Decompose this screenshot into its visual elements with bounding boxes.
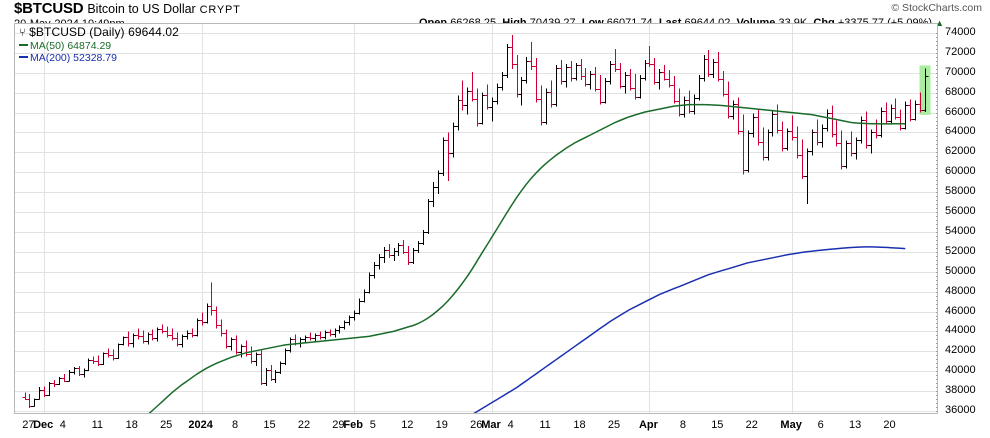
y-axis-label: 58000	[945, 185, 976, 198]
x-axis-label: 2024	[188, 419, 213, 431]
y-axis-label: 42000	[945, 344, 976, 357]
y-axis-label: 48000	[945, 284, 976, 297]
ma50-swatch-icon	[19, 43, 28, 46]
series-marker-icon: ⑂	[19, 26, 26, 39]
x-axis-label: Mar	[481, 419, 501, 431]
ma200-swatch-icon	[19, 56, 28, 59]
x-axis-label: Dec	[33, 419, 54, 431]
x-axis-label: 18	[573, 419, 586, 431]
x-axis-label: 8	[232, 419, 239, 431]
x-axis-label: 4	[507, 419, 514, 431]
x-axis-label: 8	[679, 419, 686, 431]
y-axis-label: 46000	[945, 304, 976, 317]
y-axis-label: 60000	[945, 165, 976, 178]
chart-canvas	[15, 24, 937, 413]
legend-ma50-row: MA(50) 64874.29	[19, 40, 179, 53]
copyright-label: © StockCharts.com	[891, 2, 982, 14]
y-axis-label: 56000	[945, 205, 976, 218]
legend-ma200-row: MA(200) 52328.79	[19, 52, 179, 65]
x-axis-label: 22	[745, 419, 758, 431]
ma200-line	[473, 246, 906, 413]
x-axis-label: 6	[817, 419, 824, 431]
x-axis-label: 25	[160, 419, 173, 431]
x-axis-label: 20	[883, 419, 896, 431]
legend-ma50-label: MA(50) 64874.29	[30, 39, 112, 52]
y-axis-label: 72000	[945, 45, 976, 58]
page-title: $BTCUSD Bitcoin to US Dollar CRYPT	[14, 1, 241, 18]
ma50-line	[148, 103, 906, 413]
y-axis-label: 62000	[945, 145, 976, 158]
y-axis-label: 52000	[945, 244, 976, 257]
x-axis-label: 22	[297, 419, 311, 431]
y-axis-ticks	[936, 33, 937, 412]
y-axis-label: 38000	[945, 384, 976, 397]
y-axis-label: 70000	[945, 65, 976, 78]
x-axis-label: 18	[125, 419, 138, 431]
x-axis-label: 26	[470, 419, 483, 431]
exchange-label: CRYPT	[199, 4, 241, 16]
gridlines	[15, 24, 937, 413]
x-axis-label: 5	[369, 419, 376, 431]
y-axis-label: 64000	[945, 125, 976, 138]
y-axis-label: 74000	[945, 26, 976, 38]
x-axis-label: 19	[435, 419, 448, 431]
x-axis-label: May	[780, 419, 802, 431]
x-axis-label: 13	[848, 419, 862, 431]
x-axis-label: 11	[539, 419, 551, 431]
x-axis-label: 25	[607, 419, 621, 431]
y-axis-label: 50000	[945, 264, 976, 277]
symbol-label: $BTCUSD	[14, 0, 84, 17]
y-axis-label: 36000	[945, 404, 976, 416]
x-axis-label: 29	[332, 419, 345, 431]
x-axis-label: 4	[59, 419, 66, 431]
y-axis-label: 40000	[945, 364, 976, 377]
security-name-label: Bitcoin to US Dollar	[87, 2, 196, 16]
x-axis-label: 11	[91, 419, 104, 431]
ohlc-bars	[22, 34, 929, 409]
x-axis-label: 27	[22, 419, 35, 431]
y-axis-label: 68000	[945, 85, 976, 98]
y-axis-label: 54000	[945, 224, 976, 237]
legend-series-row: ⑂ $BTCUSD (Daily) 69644.02	[19, 26, 179, 40]
x-axis-label: 12	[401, 419, 414, 431]
legend-ma200-label: MA(200) 52328.79	[30, 52, 117, 65]
chart-legend: ⑂ $BTCUSD (Daily) 69644.02 MA(50) 64874.…	[19, 26, 179, 65]
change-up-arrow-icon: ▲	[935, 18, 944, 28]
y-axis-label: 66000	[945, 105, 976, 118]
x-axis-label: Apr	[638, 419, 658, 431]
legend-series-label: $BTCUSD (Daily) 69644.02	[29, 25, 179, 39]
y-axis-label: 44000	[945, 324, 976, 337]
x-axis-label: 15	[263, 419, 276, 431]
x-axis-label: 15	[711, 419, 724, 431]
price-chart-plot-area[interactable]: ⑂ $BTCUSD (Daily) 69644.02 MA(50) 64874.…	[14, 23, 938, 414]
x-axis-label: Feb	[343, 419, 363, 431]
